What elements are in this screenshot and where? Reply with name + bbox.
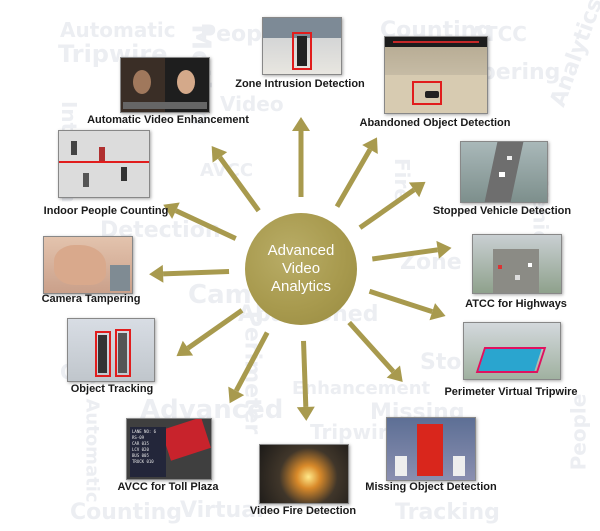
feature-label: Automatic Video Enhancement (87, 114, 249, 126)
arrowhead (362, 137, 378, 154)
feature-label: Object Tracking (70, 383, 154, 395)
feature-label: AVCC for Toll Plaza (117, 481, 219, 493)
feature-label: Abandoned Object Detection (359, 117, 511, 129)
feature-label: Camera Tampering (41, 293, 141, 305)
arrowhead (429, 303, 446, 321)
missing-object-thumbnail (386, 417, 476, 481)
arrowhead (211, 146, 228, 163)
arrowhead (296, 406, 315, 421)
atcc-highway-thumbnail (472, 234, 562, 294)
missing-object-detection-arrow (347, 320, 396, 374)
arrowhead (408, 181, 426, 198)
people-counting-thumbnail (58, 130, 150, 198)
tracking-box-1 (95, 331, 111, 377)
toll-info-board: LANE NO: 6 RS-09 CAR 035 LCV 020 BUS 005… (130, 427, 166, 477)
abandoned-object-thumbnail (384, 36, 488, 114)
hub-line-1: Advanced (267, 242, 335, 259)
arrowhead (149, 264, 164, 283)
toll-plaza-thumbnail: LANE NO: 6 RS-09 CAR 035 LCV 020 BUS 005… (126, 418, 212, 480)
arrowhead (163, 202, 180, 219)
camera-tampering-thumbnail (43, 236, 133, 294)
stopped-vehicle-detection-arrow (358, 187, 416, 230)
object-tracking-arrow (186, 308, 244, 351)
hub-line-3: Analytics (270, 278, 332, 295)
feature-label: Indoor People Counting (43, 205, 169, 217)
camera-tampering-arrow (162, 269, 230, 277)
feature-label: Video Fire Detection (249, 505, 357, 517)
zone-intrusion-thumbnail (262, 17, 342, 75)
automatic-video-enhancement-arrow (217, 155, 261, 213)
arrowhead (292, 117, 310, 131)
arrowhead (228, 386, 245, 404)
hub-line-2: Video (281, 260, 321, 277)
atcc-for-highways-arrow (371, 247, 439, 262)
arrowhead (176, 340, 194, 357)
arrowhead (386, 365, 403, 382)
indoor-people-counting-arrow (174, 208, 237, 241)
arrowhead (436, 240, 452, 259)
feature-label: Stopped Vehicle Detection (432, 205, 572, 217)
video-fire-detection-arrow (301, 340, 309, 408)
stopped-vehicle-thumbnail (460, 141, 548, 203)
feature-label: ATCC for Highways (465, 298, 567, 310)
video-enhancement-thumbnail (120, 57, 210, 113)
avcc-for-toll-plaza-arrow (234, 331, 270, 393)
perimeter-virtual-tripwire-arrow (368, 288, 434, 315)
object-tracking-thumbnail (67, 318, 155, 382)
intrusion-highlight-box (292, 32, 312, 70)
abandoned-object-detection-arrow (334, 148, 373, 208)
center-hub: Advanced Video Analytics (245, 213, 357, 325)
feature-label: Zone Intrusion Detection (235, 78, 365, 90)
perimeter-tripwire-thumbnail (463, 322, 561, 380)
feature-label: Perimeter Virtual Tripwire (444, 386, 578, 398)
video-fire-thumbnail (259, 444, 349, 504)
object-highlight-box (412, 81, 442, 105)
tracking-box-2 (115, 329, 131, 377)
feature-label: Missing Object Detection (365, 481, 497, 493)
